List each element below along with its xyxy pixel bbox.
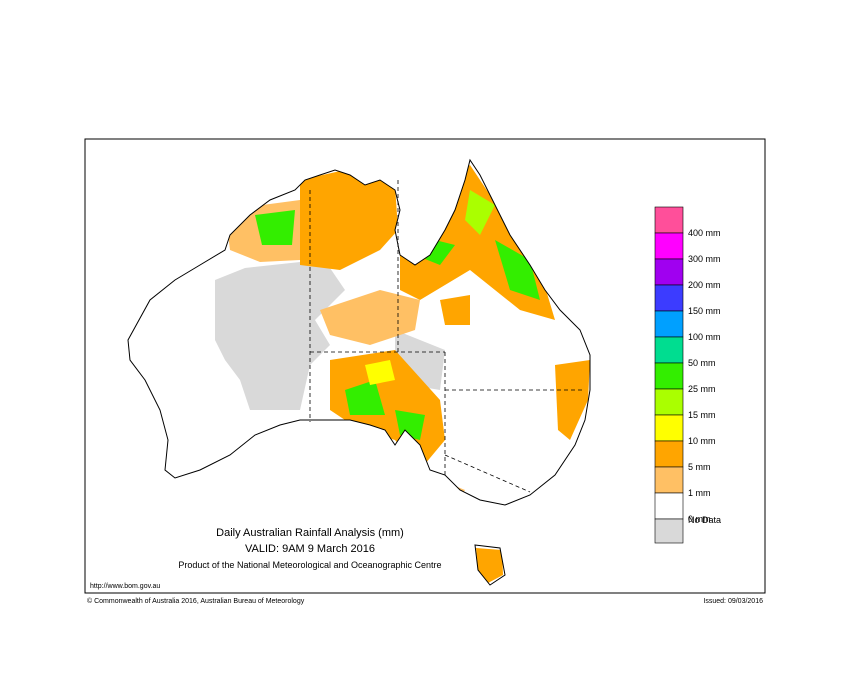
legend-label: 1 mm: [688, 488, 711, 498]
legend: 400 mm 300 mm 200 mm 150 mm 100 mm 50 mm 25 mm…: [654, 206, 721, 544]
legend-label: 25 mm: [688, 384, 716, 394]
legend-swatch: [654, 362, 684, 390]
url: http://www.bom.gov.au: [90, 583, 160, 590]
legend-label: 0 mm: [688, 514, 711, 524]
valid-time: VALID: 9AM 9 March 2016: [245, 543, 375, 555]
legend-swatch: [654, 258, 684, 286]
legend-label: 100 mm: [688, 332, 721, 342]
producer: Product of the National Meteorological a…: [178, 560, 441, 570]
legend-swatch: [654, 232, 684, 260]
legend-label: 150 mm: [688, 306, 721, 316]
legend-swatch: [654, 466, 684, 494]
state-borders: [309, 180, 585, 493]
legend-swatch: [654, 518, 684, 544]
map-title: Daily Australian Rainfall Analysis (mm): [216, 527, 404, 539]
legend-label: No Data: [688, 515, 721, 525]
legend-swatch: [654, 414, 684, 442]
legend-label: 15 mm: [688, 410, 716, 420]
frame: [84, 138, 766, 594]
legend-label: 300 mm: [688, 254, 721, 264]
rainfall-areas: [215, 165, 590, 583]
coastline: [127, 158, 591, 586]
legend-swatch: [654, 440, 684, 468]
issued: Issued: 09/03/2016: [703, 598, 763, 605]
legend-label: 400 mm: [688, 228, 721, 238]
copyright: © Commonwealth of Australia 2016, Austra…: [87, 597, 305, 605]
legend-label: 5 mm: [688, 462, 711, 472]
legend-swatch: [654, 310, 684, 338]
legend-label: 200 mm: [688, 280, 721, 290]
legend-swatch: [654, 492, 684, 520]
legend-swatch: [654, 206, 684, 234]
legend-label: 10 mm: [688, 436, 716, 446]
legend-label: 50 mm: [688, 358, 716, 368]
legend-swatch: [654, 388, 684, 416]
legend-swatch: [654, 284, 684, 312]
legend-swatch: [654, 336, 684, 364]
